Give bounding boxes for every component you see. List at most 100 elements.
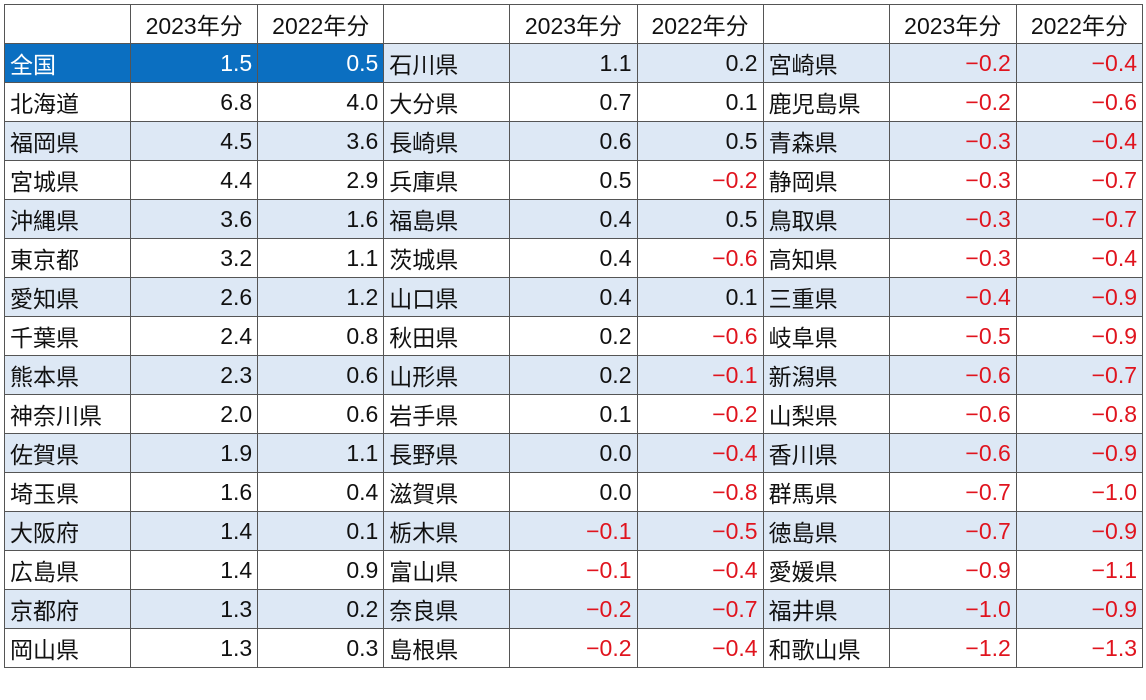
value-2023: 3.6	[130, 199, 259, 239]
prefecture-name: 福井県	[762, 589, 890, 629]
value-2022: 0.8	[257, 316, 385, 356]
value-2022: −0.4	[1015, 238, 1144, 278]
prefecture-name: 青森県	[762, 121, 890, 161]
value-2023: 1.6	[130, 472, 259, 512]
prefecture-name: 三重県	[762, 277, 890, 317]
value-2022: −0.4	[636, 550, 764, 590]
table-row: 神奈川県 2.0 0.6 岩手県 0.1 −0.2 山梨県 −0.6 −0.8	[3, 394, 1144, 434]
national-value-2022: 0.5	[257, 43, 385, 83]
value-2023: 1.3	[130, 628, 259, 668]
value-2023: −0.3	[888, 199, 1017, 239]
prefecture-name: 岡山県	[3, 628, 132, 668]
value-2023: 0.0	[509, 472, 638, 512]
prefecture-name: 広島県	[3, 550, 132, 590]
table-row: 京都府 1.3 0.2 奈良県 −0.2 −0.7 福井県 −1.0 −0.9	[3, 589, 1144, 629]
table-row: 愛知県 2.6 1.2 山口県 0.4 0.1 三重県 −0.4 −0.9	[3, 277, 1144, 317]
value-2022: −0.7	[1015, 355, 1144, 395]
prefecture-name: 愛知県	[3, 277, 132, 317]
value-2022: −0.9	[1015, 589, 1144, 629]
value-2022: 0.5	[636, 121, 764, 161]
value-2022: −1.3	[1015, 628, 1144, 668]
value-2023: 2.4	[130, 316, 259, 356]
header-2022-1: 2022年分	[257, 4, 385, 44]
value-2023: 0.2	[509, 316, 638, 356]
value-2023: −0.3	[888, 160, 1017, 200]
prefecture-name: 埼玉県	[3, 472, 132, 512]
value-2022: 1.1	[257, 433, 385, 473]
prefecture-name: 山口県	[383, 277, 511, 317]
header-row: 2023年分 2022年分 2023年分 2022年分 2023年分 2022年…	[3, 4, 1144, 44]
value-2023: 1.1	[509, 43, 638, 83]
prefecture-name: 北海道	[3, 82, 132, 122]
prefecture-name: 長崎県	[383, 121, 511, 161]
table-row: 岡山県 1.3 0.3 島根県 −0.2 −0.4 和歌山県 −1.2 −1.3	[3, 628, 1144, 668]
prefecture-name: 兵庫県	[383, 160, 511, 200]
prefecture-name: 佐賀県	[3, 433, 132, 473]
prefecture-name: 富山県	[383, 550, 511, 590]
prefecture-name: 和歌山県	[762, 628, 890, 668]
value-2022: −0.7	[1015, 160, 1144, 200]
value-2022: 0.2	[257, 589, 385, 629]
value-2022: −0.6	[636, 316, 764, 356]
value-2022: −0.6	[1015, 82, 1144, 122]
prefecture-name: 愛媛県	[762, 550, 890, 590]
value-2022: −0.7	[636, 589, 764, 629]
prefecture-name: 香川県	[762, 433, 890, 473]
table-row: 全国 1.5 0.5 石川県 1.1 0.2 宮崎県 −0.2 −0.4	[3, 43, 1144, 83]
prefecture-name: 滋賀県	[383, 472, 511, 512]
prefecture-name: 大分県	[383, 82, 511, 122]
value-2023: 4.5	[130, 121, 259, 161]
value-2023: −0.6	[888, 394, 1017, 434]
value-2023: −0.5	[888, 316, 1017, 356]
value-2022: 2.9	[257, 160, 385, 200]
prefecture-name: 岐阜県	[762, 316, 890, 356]
prefecture-name: 栃木県	[383, 511, 511, 551]
value-2023: 1.3	[130, 589, 259, 629]
value-2023: 2.6	[130, 277, 259, 317]
header-2023-1: 2023年分	[130, 4, 259, 44]
prefecture-name: 宮城県	[3, 160, 132, 200]
value-2022: 1.2	[257, 277, 385, 317]
value-2023: −0.4	[888, 277, 1017, 317]
value-2023: −0.7	[888, 511, 1017, 551]
value-2022: −0.9	[1015, 511, 1144, 551]
value-2023: 1.4	[130, 511, 259, 551]
prefecture-name: 奈良県	[383, 589, 511, 629]
header-blank-3	[762, 4, 890, 44]
table-row: 宮城県 4.4 2.9 兵庫県 0.5 −0.2 静岡県 −0.3 −0.7	[3, 160, 1144, 200]
prefecture-name: 京都府	[3, 589, 132, 629]
value-2022: 0.3	[257, 628, 385, 668]
value-2022: 0.9	[257, 550, 385, 590]
value-2022: −0.2	[636, 394, 764, 434]
prefecture-name: 岩手県	[383, 394, 511, 434]
header-2023-3: 2023年分	[888, 4, 1017, 44]
value-2023: 2.3	[130, 355, 259, 395]
prefecture-name: 山形県	[383, 355, 511, 395]
prefecture-name: 高知県	[762, 238, 890, 278]
header-2023-2: 2023年分	[509, 4, 638, 44]
table-row: 北海道 6.8 4.0 大分県 0.7 0.1 鹿児島県 −0.2 −0.6	[3, 82, 1144, 122]
value-2022: −0.9	[1015, 316, 1144, 356]
value-2023: −0.9	[888, 550, 1017, 590]
prefecture-name: 秋田県	[383, 316, 511, 356]
header-blank-1	[3, 4, 132, 44]
value-2023: 0.2	[509, 355, 638, 395]
table-row: 広島県 1.4 0.9 富山県 −0.1 −0.4 愛媛県 −0.9 −1.1	[3, 550, 1144, 590]
value-2022: −0.2	[636, 160, 764, 200]
value-2023: 0.4	[509, 238, 638, 278]
value-2022: 0.5	[636, 199, 764, 239]
table-row: 東京都 3.2 1.1 茨城県 0.4 −0.6 高知県 −0.3 −0.4	[3, 238, 1144, 278]
value-2023: −0.3	[888, 121, 1017, 161]
value-2023: 0.6	[509, 121, 638, 161]
value-2022: 4.0	[257, 82, 385, 122]
prefecture-name: 東京都	[3, 238, 132, 278]
value-2023: −0.3	[888, 238, 1017, 278]
value-2022: 0.6	[257, 355, 385, 395]
prefecture-name: 徳島県	[762, 511, 890, 551]
value-2023: −0.2	[888, 43, 1017, 83]
value-2023: −0.6	[888, 433, 1017, 473]
value-2022: −0.8	[1015, 394, 1144, 434]
value-2022: −0.5	[636, 511, 764, 551]
prefecture-name: 石川県	[383, 43, 511, 83]
prefecture-name: 静岡県	[762, 160, 890, 200]
